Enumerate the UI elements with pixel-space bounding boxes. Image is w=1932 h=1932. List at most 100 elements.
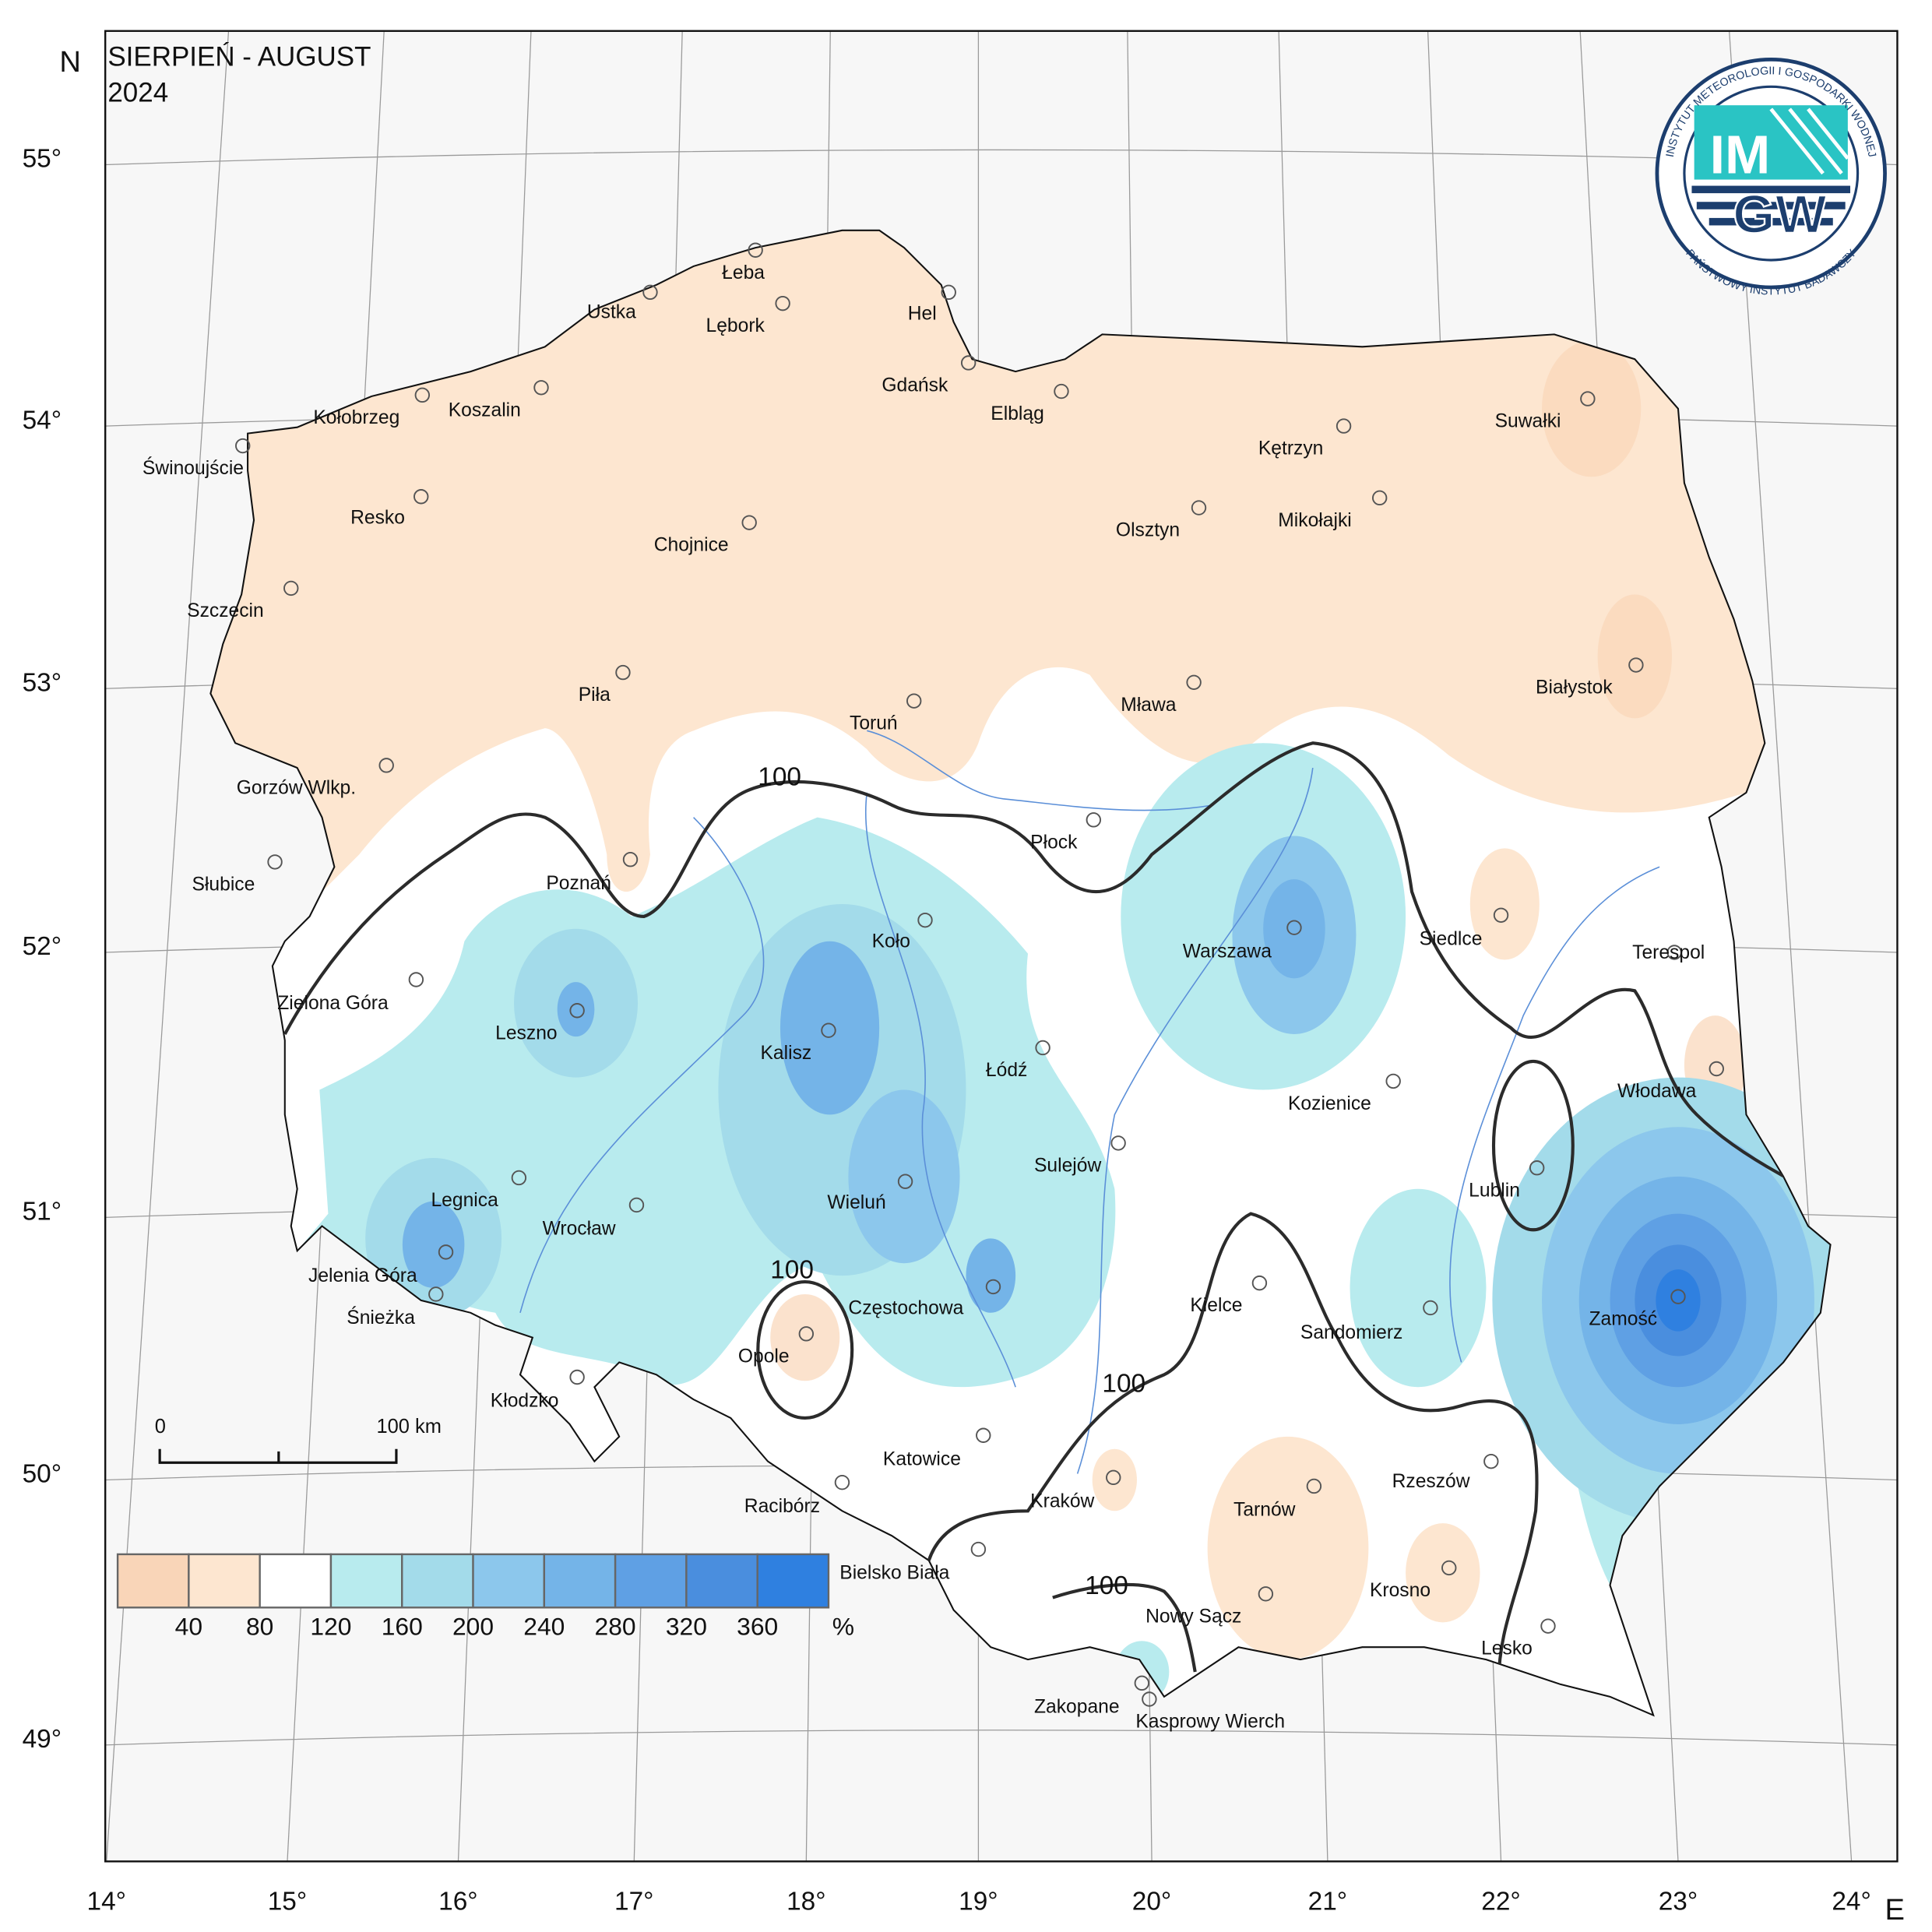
legend-label: 160 <box>382 1612 423 1640</box>
station-label: Sandomierz <box>1300 1322 1402 1343</box>
logo-cyan <box>1694 105 1848 180</box>
station-marker <box>960 355 977 371</box>
longitude-label: 24° <box>1832 1887 1870 1916</box>
station-marker <box>628 1197 645 1213</box>
station-label: Sulejów <box>1034 1156 1101 1177</box>
station-label: Leszno <box>495 1022 557 1043</box>
station-label: Tarnów <box>1233 1500 1296 1521</box>
contour-label: 100 <box>1085 1571 1128 1600</box>
station-label: Kielce <box>1190 1295 1242 1316</box>
latitude-label: 52° <box>23 932 62 961</box>
station-marker <box>1493 907 1509 923</box>
station-label: Suwałki <box>1495 411 1561 432</box>
station-label: Chojnice <box>654 535 729 556</box>
station-marker <box>1191 500 1207 516</box>
station-marker <box>428 1286 444 1302</box>
station-marker <box>622 852 639 867</box>
station-marker <box>1423 1300 1438 1316</box>
map-frame <box>104 30 1899 1863</box>
legend-swatch <box>401 1553 474 1609</box>
station-marker <box>1709 1061 1724 1077</box>
logo-bar <box>1691 185 1851 194</box>
station-marker <box>1258 1586 1274 1602</box>
station-label: Częstochowa <box>848 1297 963 1318</box>
station-label: Świnoujście <box>143 457 244 479</box>
logo-bar <box>1696 202 1846 209</box>
below-spot <box>1542 340 1642 477</box>
station-marker <box>1666 945 1682 960</box>
station-marker <box>1670 1289 1686 1304</box>
station-marker <box>1086 812 1102 828</box>
scale-start: 0 <box>155 1416 166 1438</box>
station-label: Śnieżka <box>347 1307 415 1328</box>
legend-label: 280 <box>595 1612 636 1640</box>
station-label: Szczecin <box>187 600 264 621</box>
scale-end: 100 km <box>376 1416 441 1438</box>
station-label: Rzeszów <box>1392 1471 1470 1492</box>
station-label: Ustka <box>587 302 636 323</box>
station-marker <box>1580 391 1596 406</box>
title: SIERPIEŃ - AUGUST <box>107 41 371 72</box>
station-marker <box>1054 383 1069 399</box>
station-marker <box>1483 1453 1499 1469</box>
station-label: Białystok <box>1536 677 1613 699</box>
longitude-label: 16° <box>438 1887 477 1916</box>
legend-label: 320 <box>666 1612 707 1640</box>
station-marker <box>283 580 299 596</box>
legend-label: 40 <box>175 1612 202 1640</box>
station-label: Kraków <box>1030 1490 1094 1511</box>
legend-label: 360 <box>737 1612 778 1640</box>
station-label: Gdańsk <box>882 375 948 396</box>
station-marker <box>569 1369 585 1385</box>
station-marker <box>970 1541 987 1557</box>
below-spot <box>1597 594 1673 719</box>
station-label: Mława <box>1121 695 1176 716</box>
station-marker <box>235 438 251 454</box>
station-marker <box>985 1279 1001 1295</box>
station-label: Opole <box>738 1346 790 1367</box>
longitude-label: 17° <box>614 1887 653 1916</box>
station-label: Łódź <box>986 1060 1027 1081</box>
north-label: N <box>59 45 81 79</box>
logo-bar <box>1709 217 1833 226</box>
station-label: Poznań <box>546 873 611 894</box>
station-marker <box>917 912 933 928</box>
station-marker <box>741 515 757 530</box>
legend-unit: % <box>832 1612 854 1640</box>
legend-label: 120 <box>310 1612 351 1640</box>
station-marker <box>1336 418 1352 434</box>
station-marker <box>438 1244 454 1260</box>
station-label: Piła <box>579 684 611 706</box>
legend-swatch <box>329 1553 403 1609</box>
station-marker <box>821 1022 836 1038</box>
longitude-label: 15° <box>268 1887 307 1916</box>
logo-stripes <box>1769 107 1849 175</box>
station-marker <box>267 854 283 870</box>
station-label: Krosno <box>1370 1580 1431 1601</box>
station-label: Koszalin <box>449 399 521 421</box>
scale-line <box>158 1448 398 1464</box>
station-marker <box>798 1326 815 1342</box>
east-label: E <box>1885 1893 1905 1927</box>
station-label: Zielona Góra <box>277 993 389 1014</box>
station-label: Lębork <box>706 315 765 336</box>
rivers <box>519 730 1660 1474</box>
longitude-label: 21° <box>1308 1887 1347 1916</box>
zamosc-spot <box>1656 1269 1701 1332</box>
above-spot <box>557 982 595 1037</box>
legend-swatch <box>685 1553 758 1609</box>
station-label: Wieluń <box>827 1192 885 1213</box>
station-marker <box>1371 490 1388 506</box>
station-marker <box>1251 1275 1268 1291</box>
scale-bar: 0 100 km <box>155 1416 442 1464</box>
longitude-label: 14° <box>87 1887 126 1916</box>
station-label: Racibórz <box>744 1496 820 1517</box>
logo: IM GW INSTYTUT METEOROLOGII I GOSPODARKI… <box>1655 57 1887 298</box>
longitude-label: 18° <box>787 1887 825 1916</box>
station-label: Zakopane <box>1034 1697 1120 1718</box>
latitude-label: 55° <box>23 145 62 174</box>
station-marker <box>834 1474 850 1490</box>
station-label: Kłodzko <box>491 1391 559 1412</box>
